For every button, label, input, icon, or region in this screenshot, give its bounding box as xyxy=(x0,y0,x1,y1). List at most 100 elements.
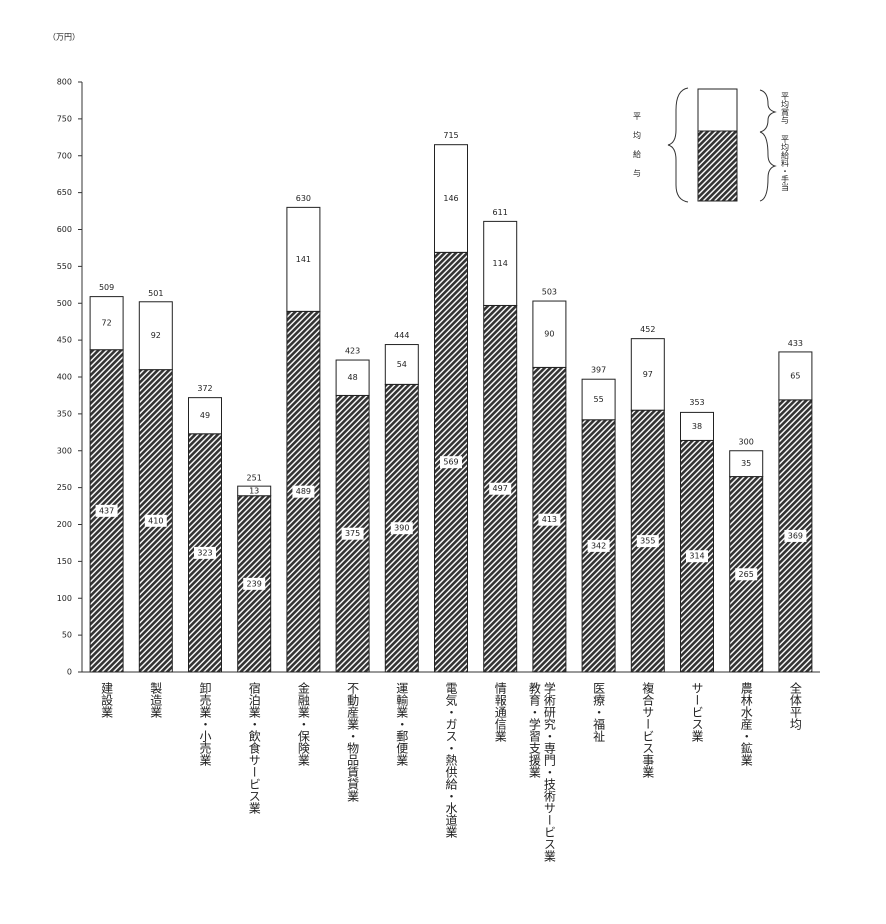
total-label: 444 xyxy=(394,331,409,340)
value-label: 239 xyxy=(247,579,262,588)
value-label: 38 xyxy=(692,422,702,431)
x-tick-label: 建設業 xyxy=(100,682,114,718)
value-label: 97 xyxy=(643,370,653,379)
bar-segment xyxy=(237,485,272,497)
y-tick-label: 600 xyxy=(57,225,72,234)
total-label: 611 xyxy=(493,208,508,217)
value-label: 141 xyxy=(296,255,311,264)
value-label: 437 xyxy=(99,506,114,515)
value-label: 55 xyxy=(594,395,604,404)
y-tick-label: 350 xyxy=(57,409,72,418)
x-tick-label: 金融業・保険業 xyxy=(296,681,310,766)
value-label: 342 xyxy=(591,541,606,550)
value-label: 54 xyxy=(397,360,407,369)
y-tick-label: 800 xyxy=(57,78,72,87)
y-tick-label: 300 xyxy=(57,446,72,455)
value-label: 569 xyxy=(443,458,458,467)
bar-segment xyxy=(532,300,567,368)
value-label: 90 xyxy=(544,330,554,339)
x-tick-label: 運輸業・郵便業 xyxy=(395,682,409,766)
total-label: 501 xyxy=(148,289,163,298)
y-tick-label: 450 xyxy=(57,336,72,345)
total-label: 423 xyxy=(345,347,360,356)
bar-segment xyxy=(138,301,173,371)
legend-label: 平均給料・手当 xyxy=(781,135,790,192)
value-label: 114 xyxy=(493,259,508,268)
x-tick-label: 宿泊業・飲食サービス業 xyxy=(247,681,261,814)
total-label: 397 xyxy=(591,366,606,375)
value-label: 497 xyxy=(493,484,508,493)
bar-segment xyxy=(89,296,124,351)
y-tick-label: 550 xyxy=(57,262,72,271)
legend-swatch xyxy=(697,88,738,132)
value-label: 92 xyxy=(151,331,161,340)
legend-swatch xyxy=(697,130,738,202)
total-label: 251 xyxy=(247,473,262,482)
x-tick-label: 情報通信業 xyxy=(493,682,507,742)
x-tick-label: 学術研究・専門・技術サービス業教育・学習支援業 xyxy=(527,681,556,862)
value-label: 375 xyxy=(345,529,360,538)
value-label-bg xyxy=(194,546,216,559)
x-tick-label: 全体平均 xyxy=(788,681,802,731)
value-label: 314 xyxy=(689,552,704,561)
value-label-bg xyxy=(587,539,610,552)
bar-segment xyxy=(778,351,813,401)
value-label: 323 xyxy=(197,548,212,557)
value-label: 48 xyxy=(348,373,358,382)
bar-segment xyxy=(286,206,321,312)
value-label-bg xyxy=(489,482,512,495)
legend-brace xyxy=(667,87,689,203)
value-label: 146 xyxy=(443,194,458,203)
x-tick-label: 製造業 xyxy=(149,682,163,718)
legend-brace xyxy=(759,89,777,133)
total-label: 503 xyxy=(542,288,557,297)
value-label-bg xyxy=(292,485,315,498)
bar-segment xyxy=(630,338,665,411)
value-label: 410 xyxy=(148,516,163,525)
value-label: 413 xyxy=(542,515,557,524)
y-tick-label: 150 xyxy=(57,557,72,566)
total-label: 452 xyxy=(640,325,655,334)
unit-label: （万円） xyxy=(48,33,80,42)
y-tick-label: 200 xyxy=(57,520,72,529)
y-tick-label: 50 xyxy=(62,631,72,640)
value-label: 355 xyxy=(640,537,655,546)
total-label: 372 xyxy=(197,384,212,393)
value-label-bg xyxy=(538,513,561,526)
bar-segment xyxy=(434,144,468,253)
value-label: 65 xyxy=(790,371,800,380)
x-tick-label: 医療・福祉 xyxy=(592,682,606,743)
value-label-bg xyxy=(95,504,118,517)
x-tick-label: 不動産業・物品賃貸業 xyxy=(346,682,360,802)
value-label-bg xyxy=(735,568,758,581)
value-label-bg xyxy=(341,527,364,540)
total-label: 300 xyxy=(739,437,754,446)
y-tick-label: 500 xyxy=(57,299,72,308)
legend-group-label: 平均給与 xyxy=(633,112,642,188)
x-tick-label: サービス業 xyxy=(690,682,704,742)
x-tick-label: 複合サービス事業 xyxy=(641,681,655,778)
legend-label: 平均賞与 xyxy=(781,92,790,125)
y-tick-label: 700 xyxy=(57,151,72,160)
value-label: 72 xyxy=(102,319,112,328)
y-tick-label: 0 xyxy=(67,668,72,677)
y-tick-label: 250 xyxy=(57,483,72,492)
value-label-bg xyxy=(144,514,167,527)
value-label-bg xyxy=(243,577,266,590)
bar-segment xyxy=(384,344,419,385)
y-tick-label: 400 xyxy=(57,373,72,382)
value-label: 13 xyxy=(249,486,259,495)
y-tick-label: 100 xyxy=(57,594,72,603)
value-label-bg xyxy=(686,550,708,563)
bar-segment xyxy=(680,411,714,441)
x-tick-label: 電気・ガス・熱供給・水道業 xyxy=(444,682,458,838)
value-label: 265 xyxy=(739,570,754,579)
value-label: 35 xyxy=(741,459,751,468)
legend-brace xyxy=(759,131,777,202)
bar-segment xyxy=(483,220,518,306)
value-label: 489 xyxy=(296,487,311,496)
bar-segment xyxy=(581,378,616,421)
value-label: 369 xyxy=(788,531,803,540)
